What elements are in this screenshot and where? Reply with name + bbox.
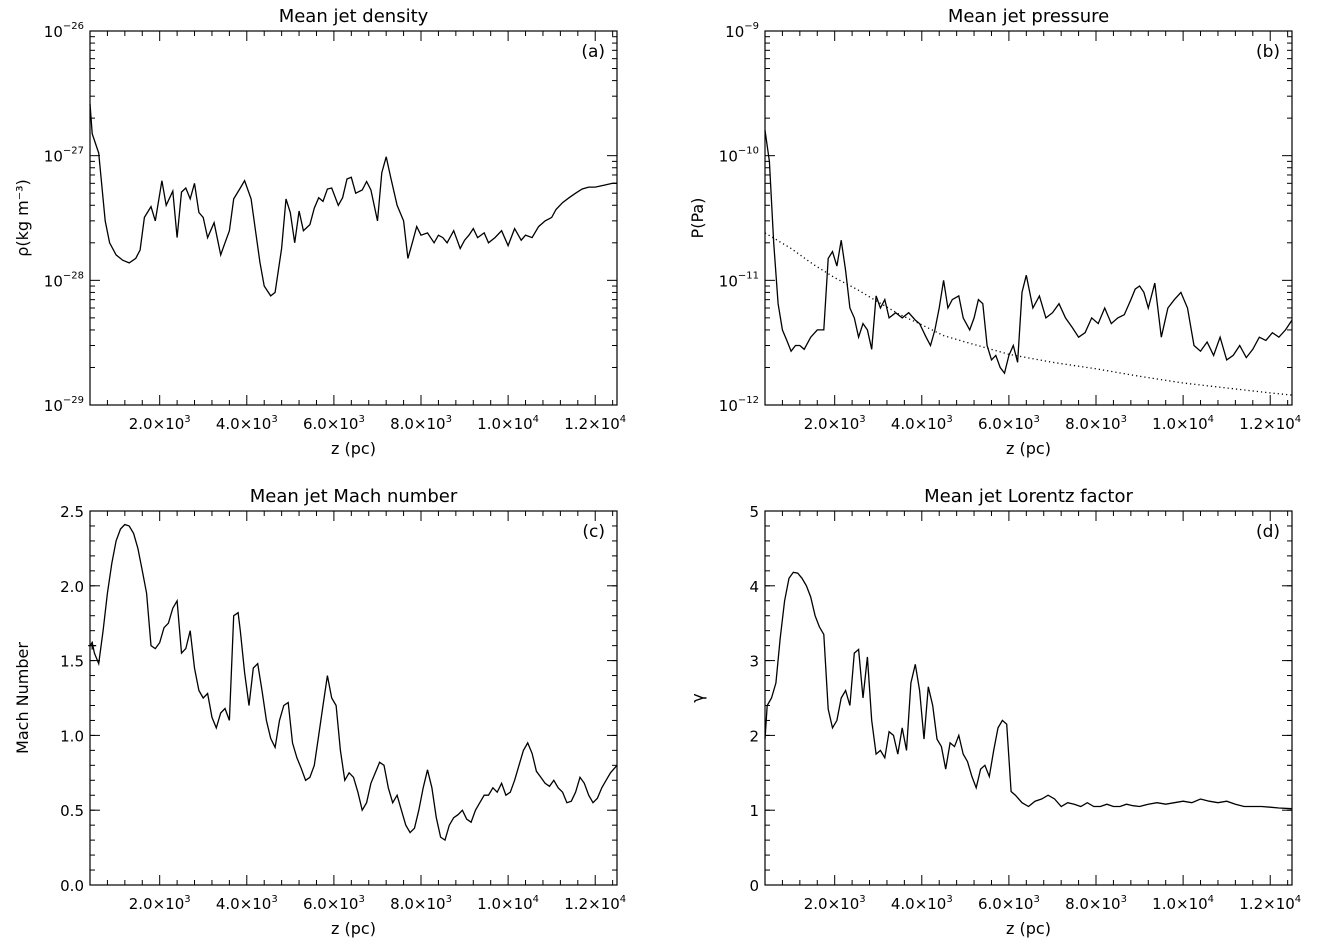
x-tick-label: 4.0×103 [216, 894, 278, 913]
y-tick-label: 3 [749, 653, 759, 671]
y-tick-label: 0.0 [60, 877, 84, 895]
y-axis-label: ρ(kg m⁻³) [13, 179, 32, 257]
chart-title: Mean jet Mach number [250, 486, 458, 507]
x-tick-label: 1.2×104 [564, 414, 626, 433]
x-tick-label: 1.0×104 [477, 414, 539, 433]
x-tick-label: 8.0×103 [1065, 414, 1127, 433]
x-tick-label: 1.0×104 [1152, 894, 1214, 913]
x-tick-label: 1.0×104 [1152, 414, 1214, 433]
y-tick-label: 10−9 [725, 21, 759, 41]
x-tick-label: 1.2×104 [1239, 894, 1301, 913]
y-axis-label: Mach Number [13, 642, 32, 754]
chart-title: Mean jet Lorentz factor [924, 486, 1133, 507]
x-tick-label: 2.0×103 [804, 414, 866, 433]
plot-frame [764, 510, 1293, 886]
plus-marker [88, 641, 97, 650]
y-axis-label: P(Pa) [688, 198, 707, 239]
y-tick-label: 5 [749, 503, 759, 521]
x-tick-label: 1.2×104 [1239, 414, 1301, 433]
x-tick-label: 6.0×103 [978, 414, 1040, 433]
x-tick-label: 8.0×103 [390, 414, 452, 433]
series-line [89, 103, 617, 297]
y-tick-label: 10−27 [44, 146, 84, 166]
series-line [764, 130, 1293, 375]
x-axis-label: z (pc) [1006, 919, 1051, 938]
chart-panel-a: Mean jet density (a) z (pc) ρ(kg m⁻³) 2.0×10… [13, 6, 626, 458]
chart-panel-b: Mean jet pressure (b) z (pc) P(Pa) 2.0×103 4.… [688, 6, 1301, 458]
x-axis-label: z (pc) [331, 919, 376, 938]
chart-title: Mean jet pressure [948, 6, 1109, 27]
y-axis-label: γ [688, 693, 707, 702]
y-tick-label: 0.5 [60, 802, 84, 820]
y-tick-label: 1 [749, 802, 759, 820]
plot-frame [764, 30, 1293, 406]
y-tick-label: 2 [749, 727, 759, 745]
y-tick-label: 10−11 [719, 270, 759, 290]
chart-title: Mean jet density [279, 6, 429, 27]
series-line [764, 571, 1293, 810]
x-tick-label: 4.0×103 [891, 414, 953, 433]
panel-label: (b) [1256, 42, 1280, 62]
y-tick-label: 10−26 [44, 21, 84, 41]
x-tick-label: 6.0×103 [303, 894, 365, 913]
x-tick-label: 2.0×103 [129, 414, 191, 433]
y-tick-label: 10−12 [719, 395, 759, 415]
y-tick-label: 0 [749, 877, 759, 895]
x-tick-label: 4.0×103 [216, 414, 278, 433]
x-tick-label: 2.0×103 [804, 894, 866, 913]
plot-frame [89, 510, 618, 886]
x-axis-label: z (pc) [1006, 439, 1051, 458]
y-tick-label: 10−29 [44, 395, 84, 415]
x-tick-label: 6.0×103 [303, 414, 365, 433]
y-tick-label: 4 [749, 578, 759, 596]
y-tick-label: 10−10 [719, 146, 759, 166]
x-tick-label: 4.0×103 [891, 894, 953, 913]
x-tick-label: 1.2×104 [564, 894, 626, 913]
x-tick-label: 2.0×103 [129, 894, 191, 913]
series-line-dotted [764, 232, 1293, 396]
x-tick-label: 6.0×103 [978, 894, 1040, 913]
series-line [89, 523, 618, 842]
y-tick-label: 2.5 [60, 503, 84, 521]
y-tick-label: 10−28 [44, 270, 84, 290]
plot-frame [89, 30, 618, 406]
x-tick-label: 8.0×103 [390, 894, 452, 913]
panel-label: (d) [1256, 522, 1280, 542]
panel-label: (c) [582, 522, 605, 542]
x-tick-label: 8.0×103 [1065, 894, 1127, 913]
x-axis-label: z (pc) [331, 439, 376, 458]
chart-panel-d: Mean jet Lorentz factor (d) z (pc) γ 2.0×103… [688, 486, 1301, 938]
chart-panel-c: Mean jet Mach number (c) z (pc) Mach Number… [13, 486, 626, 938]
y-tick-label: 1.0 [60, 727, 84, 745]
panel-label: (a) [581, 42, 605, 62]
x-tick-label: 1.0×104 [477, 894, 539, 913]
y-tick-label: 1.5 [60, 653, 84, 671]
y-tick-label: 2.0 [60, 578, 84, 596]
